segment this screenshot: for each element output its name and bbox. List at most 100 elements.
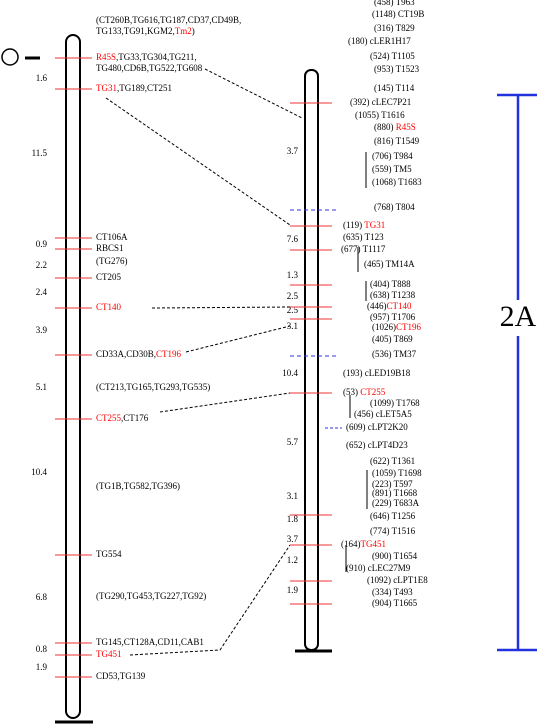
- marker-label: (536) TM37: [372, 349, 417, 359]
- marker-label: R45S,TG33,TG304,TG211,: [96, 52, 197, 62]
- marker-label: (458) T963: [374, 0, 415, 7]
- label-part: TG31: [364, 220, 385, 230]
- marker-label: (334) T493: [372, 587, 413, 597]
- label-part: (TG290,TG453,TG227,TG92): [96, 591, 206, 601]
- marker-label: (180) cLER1H17: [348, 36, 411, 46]
- distance: 6.8: [36, 592, 48, 602]
- label-part: (392) cLEC7P21: [350, 97, 411, 107]
- marker-label: TG145,CT128A,CD11,CAB1: [96, 637, 204, 647]
- label-part: ,TG33,TG304,TG211,: [116, 52, 197, 62]
- distance: 3.1: [287, 491, 298, 501]
- label-part: (1055) T1616: [355, 110, 405, 120]
- group-label: 2A: [500, 300, 537, 333]
- label-part: (CT213,TG165,TG293,TG535): [96, 382, 210, 392]
- marker-label: (622) T1361: [370, 456, 415, 466]
- label-part: (559) TM5: [372, 164, 412, 174]
- label-part: ,TG189,CT251: [117, 83, 172, 93]
- marker-label: (CT213,TG165,TG293,TG535): [96, 382, 210, 392]
- content: 1.6 11.5 0.9 2.2 2.4 3.9 5.1 10.4 6.8 0.8 1.9 (CT26…: [31, 0, 428, 681]
- marker-label: (223) T597: [372, 479, 413, 489]
- label-part: (405) T869: [372, 334, 413, 344]
- distance: 10.4: [31, 467, 47, 477]
- label-part: (456) cLET5A5: [354, 409, 412, 419]
- marker-label: (609) cLPT2K20: [346, 422, 408, 432]
- marker-label: (635) T123: [343, 232, 384, 242]
- marker-label: (229) T683A: [372, 498, 420, 508]
- marker-label: (392) cLEC7P21: [350, 97, 411, 107]
- distance: 0.9: [36, 239, 48, 249]
- label-part: (638) T1238: [370, 290, 416, 300]
- marker-label: RBCS1: [96, 243, 124, 253]
- label-part: CT205: [96, 272, 122, 282]
- label-part: CT196: [396, 322, 422, 332]
- label-bg: [498, 300, 537, 336]
- label-part: (957) T1706: [370, 312, 416, 322]
- distance: 3.7: [287, 534, 299, 544]
- distance: 3.9: [36, 325, 48, 335]
- marker-label: (774) T1516: [370, 526, 416, 536]
- marker-label: (145) T114: [374, 83, 415, 93]
- marker-label: (1099) T1768: [370, 398, 420, 408]
- connector: [105, 97, 291, 226]
- marker-label: (465) TM14A: [364, 259, 415, 269]
- distance: 2.2: [36, 260, 47, 270]
- distance: 11.5: [32, 148, 48, 158]
- distance: 7.6: [287, 234, 299, 244]
- marker-label: CT140: [96, 302, 122, 312]
- label-part: CT140: [387, 301, 413, 311]
- distance: 1.9: [36, 662, 48, 672]
- marker-label: (910) cLEC27M9: [346, 563, 411, 573]
- label-part: (622) T1361: [370, 456, 415, 466]
- label-part: (609) cLPT2K20: [346, 422, 408, 432]
- marker-label: (1059) T1698: [372, 468, 422, 478]
- label-part: (164): [341, 539, 361, 549]
- marker-label: TG480,CD6B,TG522,TG608: [96, 63, 203, 73]
- marker-label: (904) T1665: [372, 598, 418, 608]
- marker-label: (1092) cLPT1E8: [367, 575, 428, 585]
- distance: 1.3: [287, 270, 299, 280]
- distance: 2.5: [287, 291, 299, 301]
- label-part: TG145,CT128A,CD11,CAB1: [96, 637, 204, 647]
- marker-label: CD33A,CD30B,CT196: [96, 349, 182, 359]
- label-part: CT255: [96, 413, 122, 423]
- marker-label: TG133,TG91,KGM2,Tm2): [96, 26, 195, 36]
- label-part: TG451: [361, 539, 387, 549]
- label-part: (1026): [372, 322, 396, 332]
- label-part: (1059) T1698: [372, 468, 422, 478]
- label-part: (145) T114: [374, 83, 415, 93]
- marker-label: (957) T1706: [370, 312, 416, 322]
- label-part: (CT260B,TG616,TG187,CD37,CD49B,: [96, 15, 241, 25]
- brackets: [345, 152, 368, 572]
- label-part: Tm2: [175, 26, 192, 36]
- left-chromosome: [1, 34, 93, 724]
- marker-label: (404) T888: [370, 279, 411, 289]
- label-part: (816) T1549: [374, 136, 420, 146]
- label-part: (646) T1256: [370, 511, 416, 521]
- marker-label: (164)TG451: [341, 539, 386, 549]
- marker-label: (524) T1105: [370, 51, 415, 61]
- connectors: [105, 68, 303, 656]
- connector: [129, 544, 291, 656]
- marker-label: CT255,CT176: [96, 413, 149, 423]
- label-part: (524) T1105: [370, 51, 415, 61]
- marker-label: (900) T1654: [372, 551, 418, 561]
- marker-label: (193) cLED19B18: [343, 368, 411, 378]
- marker-label: (446)CT140: [367, 301, 412, 311]
- marker-label: TG451: [96, 649, 122, 659]
- label-part: (334) T493: [372, 587, 413, 597]
- marker-label: (456) cLET5A5: [354, 409, 412, 419]
- label-part: (223) T597: [372, 479, 413, 489]
- connector: [159, 392, 291, 413]
- marker-label: CT106A: [96, 232, 128, 242]
- label-part: (768) T804: [374, 202, 415, 212]
- label-part: R45S: [396, 122, 416, 132]
- distance: 1.2: [287, 555, 298, 565]
- distance: 10.4: [282, 368, 298, 378]
- marker-label: (53) CT255: [343, 387, 386, 397]
- right-chromosome: [295, 69, 332, 653]
- marker-label: CT205: [96, 272, 122, 282]
- label-part: (635) T123: [343, 232, 384, 242]
- label-part: (229) T683A: [372, 498, 420, 508]
- label-part: (652) cLPT4D23: [346, 440, 408, 450]
- label-part: RBCS1: [96, 243, 124, 253]
